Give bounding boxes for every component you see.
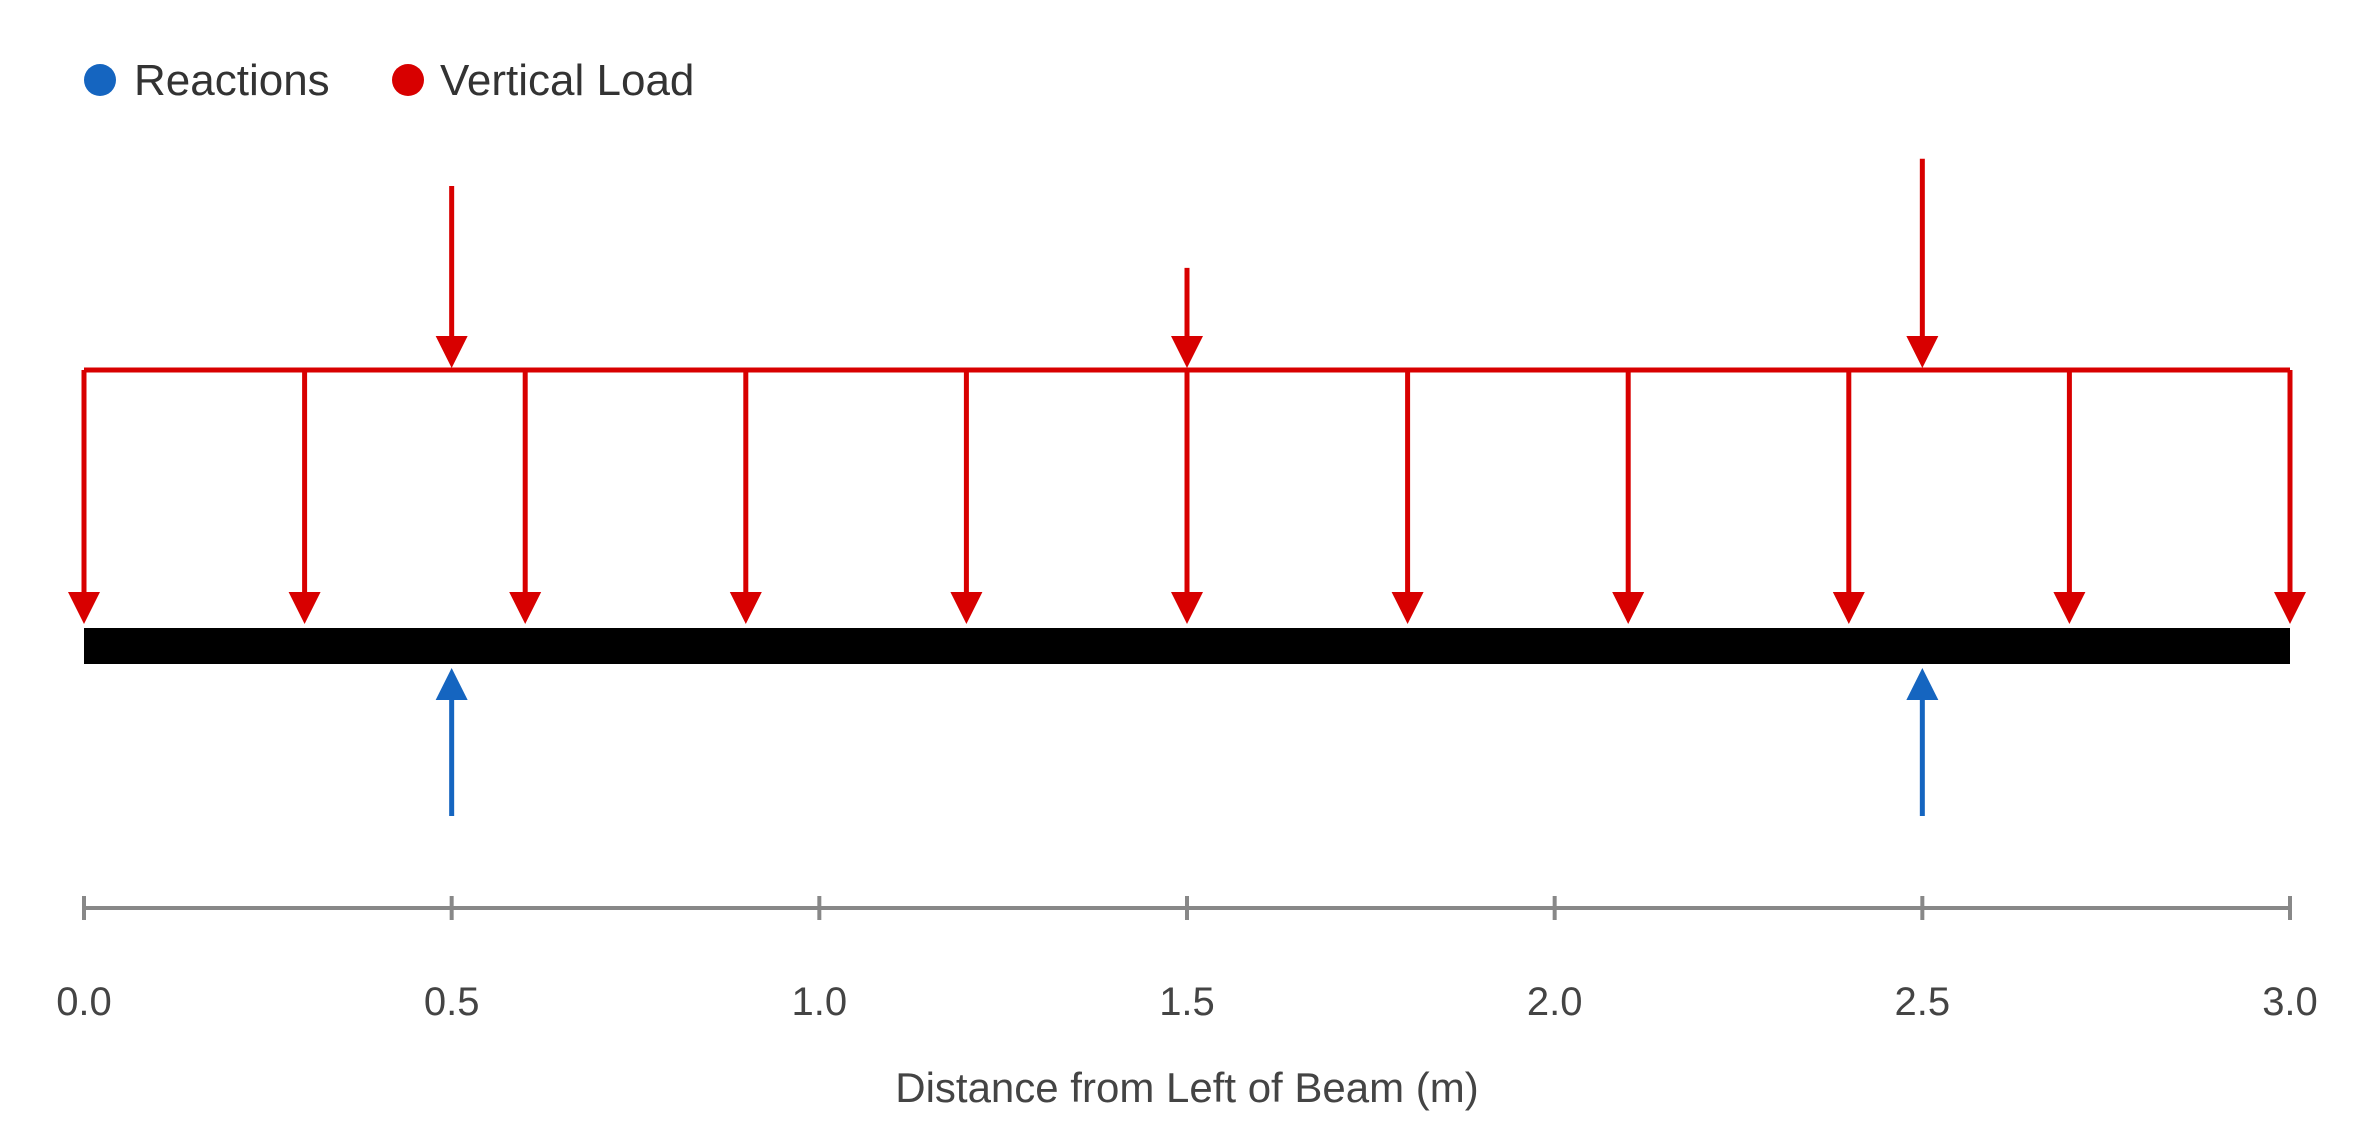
distributed-load-arrow [288,370,321,624]
legend-vertical-load-swatch [392,64,424,96]
point-load-arrow-head [1906,336,1939,368]
x-axis-tick-label: 3.0 [2262,980,2318,1024]
beam [84,628,2290,664]
reaction-arrow [1906,668,1939,816]
x-axis-tick-label: 0.5 [424,980,480,1024]
distributed-load-arrow-head [68,592,100,624]
distributed-load-arrow-head [509,592,542,624]
x-axis-tick-label: 2.0 [1527,980,1583,1024]
distributed-load-arrow-head [2053,592,2086,624]
legend-reactions-label: Reactions [134,56,330,105]
distributed-load-arrow [2053,370,2086,624]
reaction-arrow [435,668,468,816]
reaction-arrow-head [1906,668,1939,700]
reactions [435,668,1939,816]
point-load-arrow [1171,267,1203,368]
distributed-load-arrow [1612,370,1645,624]
x-axis-tick-label: 2.5 [1895,980,1951,1024]
point-load-arrow-head [435,336,468,368]
distributed-load-arrow [68,370,100,624]
distributed-load-arrow-head [1612,592,1645,624]
distributed-load-arrow [1832,370,1865,624]
legend: Reactions Vertical Load [84,56,694,105]
x-axis-tick-label: 1.0 [792,980,848,1024]
distributed-load-arrow [729,370,762,624]
point-load-arrow-head [1171,336,1203,368]
distributed-load-arrow [950,370,983,624]
distributed-load-arrow [1391,370,1424,624]
x-axis: 0.0 0.5 1.0 1.5 2.0 2.5 3.0 [56,896,2318,1024]
distributed-load-arrow-head [288,592,321,624]
distributed-load-arrow-head [1832,592,1865,624]
point-loads [435,158,1939,368]
distributed-load-arrow [2274,370,2306,624]
legend-vertical-load-label: Vertical Load [440,56,694,105]
legend-reactions-swatch [84,64,116,96]
distributed-load-arrow-head [950,592,983,624]
point-load-arrow [1906,158,1939,368]
distributed-load [68,367,2306,624]
x-axis-tick-label: 0.0 [56,980,112,1024]
x-axis-title: Distance from Left of Beam (m) [895,1064,1479,1111]
distributed-load-arrow-head [1391,592,1424,624]
point-load-arrow [435,186,468,368]
x-axis-tick-label: 1.5 [1159,980,1215,1024]
reaction-arrow-head [435,668,468,700]
distributed-load-arrow-head [2274,592,2306,624]
distributed-load-arrow-head [729,592,762,624]
distributed-load-arrow [1171,370,1203,624]
distributed-load-arrow-head [1171,592,1203,624]
distributed-load-arrow [509,370,542,624]
